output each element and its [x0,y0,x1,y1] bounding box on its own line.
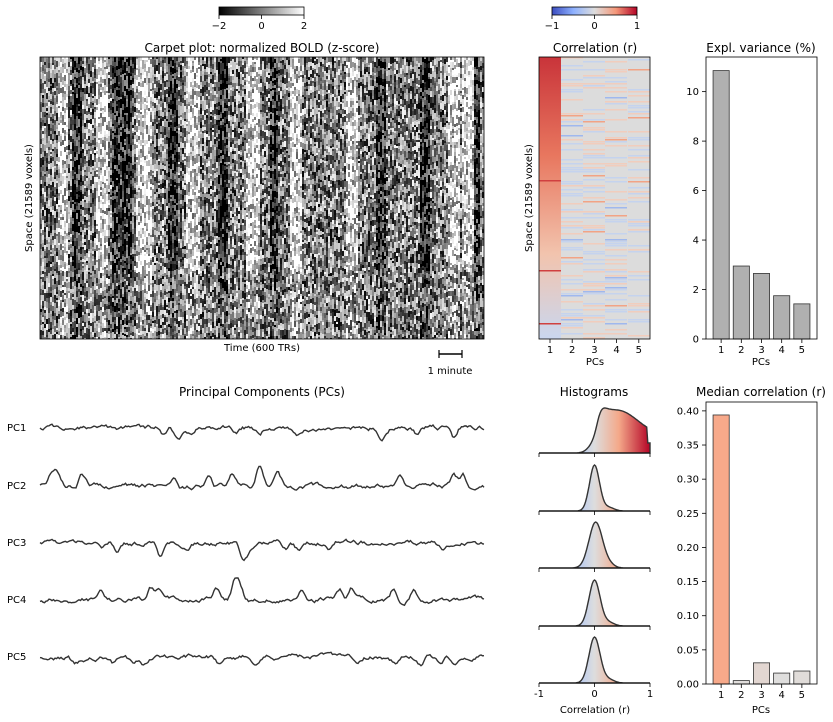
median-bar-3 [753,662,770,685]
colorbar-tick-label: 0 [591,21,597,32]
correlation-tick-label: 3 [591,345,597,356]
pc-label-1: PC1 [7,423,26,434]
median-xtick-label: 2 [738,690,744,701]
median-bar-1 [712,414,730,685]
variance-ytick-label: 6 [693,186,699,197]
variance-xtick-label: 1 [718,345,724,356]
histogram-pc2 [539,464,650,512]
colorbar-coolwarm: −1 0 1 [545,6,640,32]
median-bar-2 [732,680,750,685]
variance-xtick-label: 2 [738,345,744,356]
correlation-column-1 [539,57,561,339]
variance-ytick-label: 0 [693,335,699,346]
median-ytick-label: 0.20 [677,543,699,554]
correlation-stripes [539,57,650,339]
pc-label-3: PC3 [7,538,26,549]
variance-ytick-label: 4 [693,236,699,247]
carpet-title: Carpet plot: normalized BOLD (z-score) [145,41,380,55]
median-ytick-label: 0.35 [677,441,699,452]
median-ytick-label: 0.15 [677,577,699,588]
variance-bar-4 [773,295,791,340]
correlation-title: Correlation (r) [553,41,637,55]
histograms-xlabel: Correlation (r) [560,705,630,716]
variance-ytick-label: 2 [693,285,699,296]
histogram-pc4 [539,579,650,627]
correlation-ylabel: Space (21589 voxels) [524,144,535,252]
median-title: Median correlation (r) [696,385,826,399]
median-ytick-label: 0.40 [677,406,699,417]
carpet-pixels [40,57,484,339]
histogram-pc5 [539,636,650,684]
median-xtick-label: 5 [799,690,805,701]
median-ytick-label: 0.10 [677,611,699,622]
variance-bar-2 [732,265,750,340]
histogram-pc3 [539,521,650,569]
pc-trace-3 [39,538,485,562]
correlation-tick-label: 4 [613,345,619,356]
variance-ytick-label: 8 [693,137,699,148]
histograms-title: Histograms [560,385,629,399]
pc-title: Principal Components (PCs) [179,385,345,399]
variance-xtick-label: 4 [778,345,784,356]
correlation-heatmap: Correlation (r) 1 2 3 4 5 PCs Space (21589 v… [524,41,651,368]
pc-label-4: PC4 [7,595,26,606]
carpet-ylabel: Space (21589 voxels) [24,144,35,252]
pc-traces: Principal Components (PCs) PC1 PC2 PC3 PC4 P… [7,385,485,667]
median-ytick-label: 0.00 [677,680,699,691]
pc-trace-1 [39,423,485,442]
median-xtick-label: 4 [778,690,784,701]
histogram-xtick-label: 1 [647,689,653,700]
variance-xlabel: PCs [752,357,770,368]
variance-bar-1 [712,70,730,340]
carpet-plot: Carpet plot: normalized BOLD (z-score) T… [24,41,485,377]
colorbar-tick-label: 2 [301,21,307,32]
variance-title: Expl. variance (%) [706,41,816,55]
colorbar-tick-label: 1 [634,21,640,32]
colorbar-tick-label: 0 [258,21,264,32]
histograms: Histograms -1 0 1 Correlation (r) [534,385,653,716]
pc-label-5: PC5 [7,652,26,663]
correlation-tick-label: 2 [569,345,575,356]
median-bar-4 [773,672,791,685]
variance-bar-3 [753,273,770,340]
variance-bar-5 [793,303,811,340]
histogram-xtick-label: 0 [591,689,597,700]
variance-xtick-label: 5 [799,345,805,356]
variance-xtick-label: 3 [758,345,764,356]
median-ytick-label: 0.25 [677,509,699,520]
correlation-tick-label: 5 [636,345,642,356]
variance-ytick-label: 10 [686,87,699,98]
colorbar-tick-label: −2 [212,21,227,32]
pc-label-2: PC2 [7,481,26,492]
median-bar-5 [793,670,811,685]
pc-trace-5 [39,651,485,667]
histogram-pc1 [539,407,651,454]
scale-bar-label: 1 minute [428,366,473,377]
median-ytick-label: 0.30 [677,475,699,486]
median-chart: Median correlation (r) 0.00 0.05 0.10 0.15 0… [677,385,826,716]
pc-trace-2 [39,465,485,491]
median-xlabel: PCs [752,705,770,716]
colorbar-gray: −2 0 2 [212,6,307,32]
carpet-xlabel: Time (600 TRs) [223,343,300,354]
scale-bar: 1 minute [428,350,473,377]
correlation-xlabel: PCs [586,357,604,368]
colorbar-tick-label: −1 [545,21,560,32]
correlation-tick-label: 1 [547,345,553,356]
histogram-xtick-label: -1 [534,689,544,700]
pc-trace-4 [39,577,485,607]
median-xtick-label: 3 [758,690,764,701]
median-ytick-label: 0.05 [677,645,699,656]
median-xtick-label: 1 [718,690,724,701]
